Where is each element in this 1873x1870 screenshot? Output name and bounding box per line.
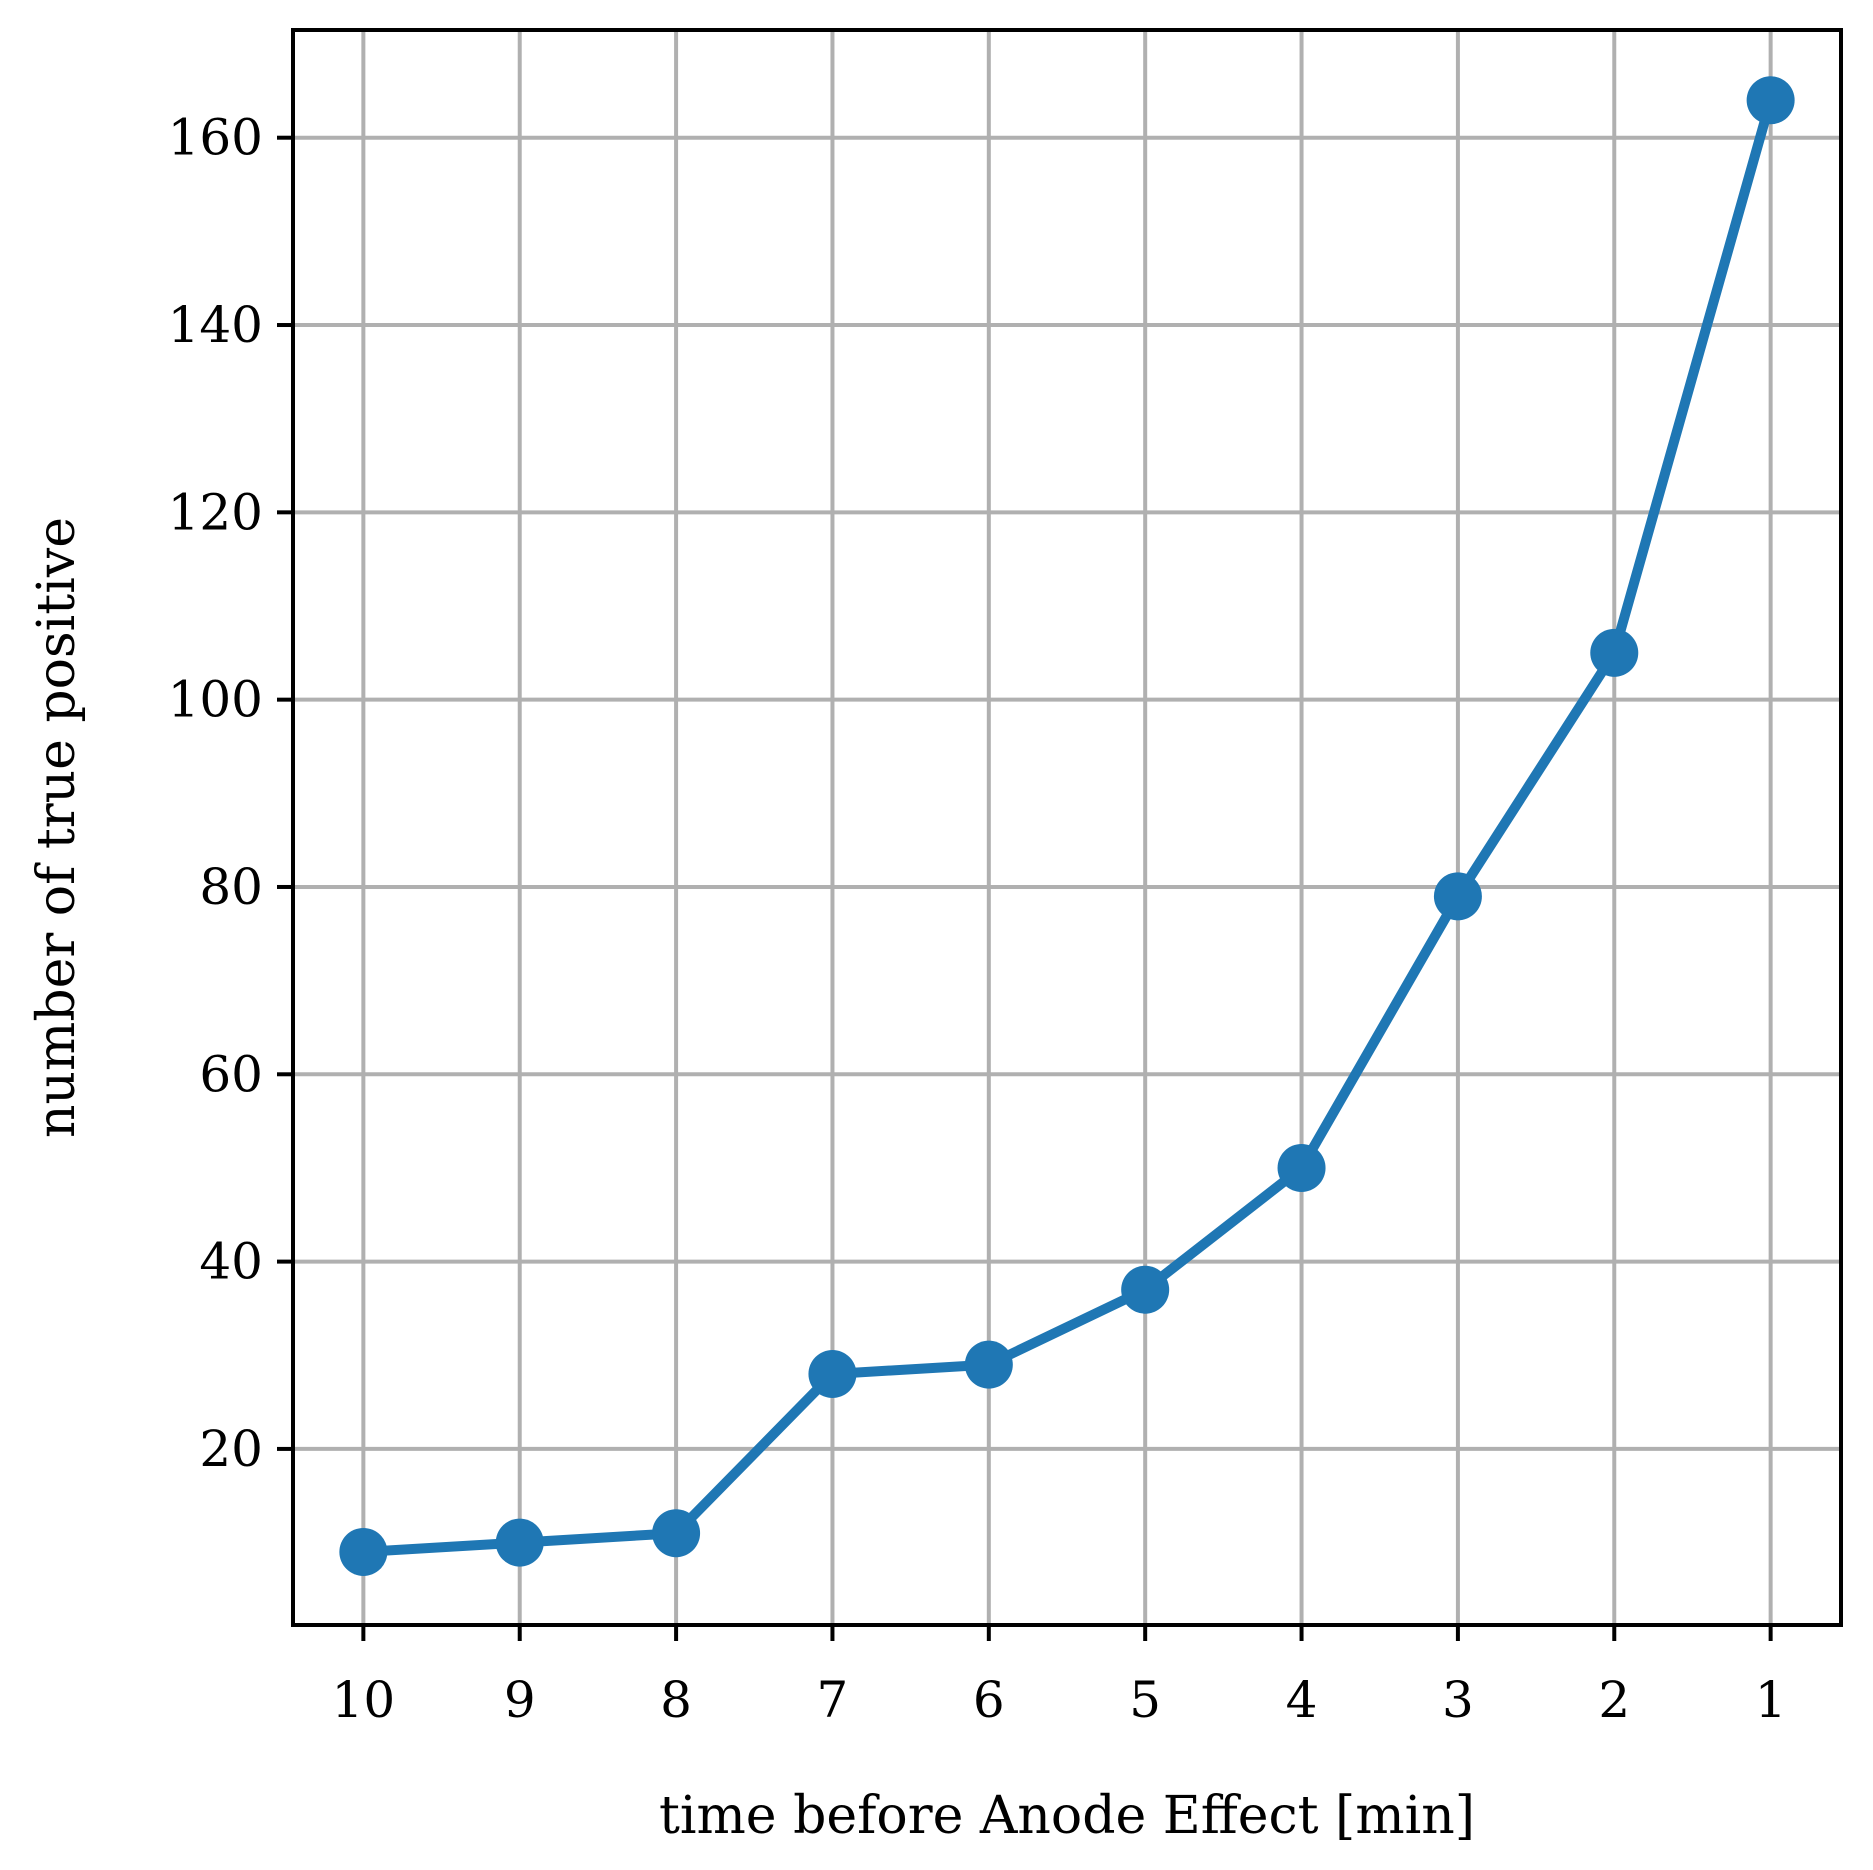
- data-point: [1433, 872, 1482, 921]
- x-tick-label: 6: [973, 1671, 1005, 1729]
- x-tick-label: 9: [504, 1671, 536, 1729]
- y-tick-label: 120: [168, 483, 263, 541]
- y-tick-label: 160: [168, 109, 263, 167]
- data-point: [1590, 628, 1639, 677]
- y-tick-label: 60: [199, 1045, 263, 1103]
- data-point: [495, 1518, 544, 1567]
- data-point: [1277, 1143, 1326, 1192]
- series-line: [358, 95, 1776, 1557]
- data-point: [964, 1340, 1013, 1389]
- x-axis-label: time before Anode Effect [min]: [659, 1786, 1475, 1846]
- plot-frame: [291, 28, 1843, 1627]
- y-tick-label: 40: [199, 1233, 263, 1291]
- x-tick-label: 4: [1286, 1671, 1318, 1729]
- data-point: [1746, 76, 1795, 125]
- y-tick-label: 140: [168, 296, 263, 354]
- y-tick-label: 20: [199, 1420, 263, 1478]
- data-point: [808, 1349, 857, 1398]
- data-point: [1121, 1265, 1170, 1314]
- data-point: [652, 1509, 701, 1558]
- x-tick-label: 1: [1755, 1671, 1787, 1729]
- x-tick-label: 5: [1129, 1671, 1161, 1729]
- x-tick-label: 7: [817, 1671, 849, 1729]
- y-tick-label: 80: [199, 858, 263, 916]
- x-tick-label: 8: [660, 1671, 692, 1729]
- x-tick-label: 10: [332, 1671, 396, 1729]
- y-axis-label: number of true positive: [27, 517, 87, 1138]
- y-tick-label: 100: [168, 671, 263, 729]
- x-tick-label: 2: [1598, 1671, 1630, 1729]
- data-point: [339, 1527, 388, 1576]
- grid-lines: [293, 30, 1841, 1625]
- x-tick-label: 3: [1442, 1671, 1474, 1729]
- data-series: [339, 76, 1795, 1576]
